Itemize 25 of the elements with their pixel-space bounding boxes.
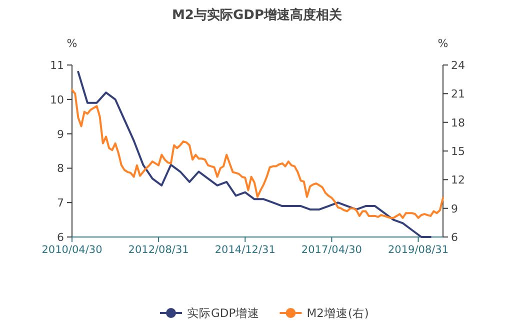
y2-tick-label: 21 [451, 88, 465, 101]
y2-tick-label: 18 [451, 116, 465, 130]
x-tick-label: 2017/04/30 [301, 244, 362, 256]
y2-tick-label: 9 [451, 202, 458, 216]
y2-tick-label: 24 [451, 59, 465, 72]
y2-tick-label: 6 [451, 231, 458, 244]
x-tick-label: 2012/08/31 [128, 244, 189, 256]
y-tick-label: 8 [57, 162, 64, 176]
y-tick-label: 9 [57, 128, 64, 141]
x-tick-label: 2019/08/31 [388, 244, 449, 256]
line-series [71, 88, 444, 219]
y2-axis-title: % [438, 37, 448, 50]
x-tick-label: 2014/12/31 [214, 244, 276, 256]
y-tick-label: 7 [57, 196, 64, 210]
y-tick-label: 6 [57, 231, 64, 244]
y2-tick-label: 12 [451, 174, 465, 187]
legend-label: M2增速(右) [306, 306, 369, 320]
legend-label: 实际GDP增速 [187, 306, 260, 320]
x-tick-label: 2010/04/30 [42, 244, 102, 256]
y-axis-title: % [66, 37, 78, 50]
y-tick-label: 11 [50, 59, 64, 72]
line-series [77, 70, 432, 238]
chart-title: M2与实际GDP增速高度相关 [172, 7, 343, 23]
y-tick-label: 10 [50, 93, 64, 106]
y2-tick-label: 15 [451, 145, 465, 158]
